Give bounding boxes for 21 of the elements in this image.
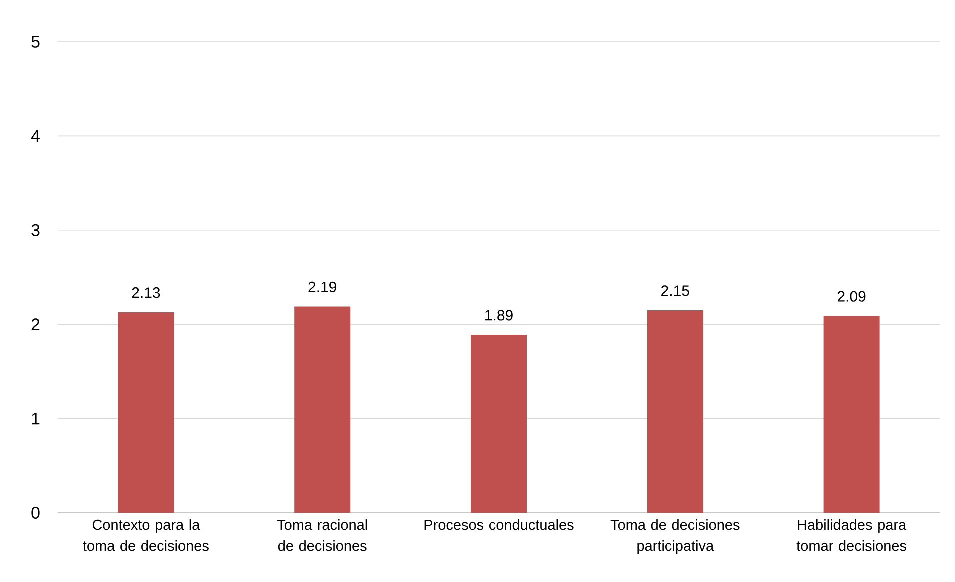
bar	[824, 316, 880, 513]
y-tick-label: 1	[32, 412, 40, 425]
bar	[647, 310, 704, 513]
y-tick-label: 5	[32, 36, 40, 48]
data-label: 2.15	[662, 286, 690, 296]
bar	[118, 312, 174, 513]
y-tick-label: 2	[32, 318, 40, 331]
data-label: 2.19	[308, 282, 336, 292]
x-tick-label: Habilidades para tomar decisiones	[796, 520, 907, 552]
y-tick-label: 4	[31, 130, 40, 142]
data-label: 1.89	[486, 310, 513, 321]
data-label: 2.09	[838, 291, 866, 302]
x-tick-label: Contexto para la toma de decisiones	[83, 520, 209, 552]
x-tick-label: Toma de decisiones participativa	[610, 520, 740, 554]
x-tick-label: Procesos conductuales	[424, 520, 574, 530]
data-label: 2.13	[132, 288, 160, 298]
y-tick-label: 0	[32, 506, 40, 520]
bar	[471, 334, 528, 513]
y-tick-label: 3	[32, 224, 40, 236]
x-tick-label: Toma racional de decisiones	[277, 520, 368, 552]
bar	[294, 306, 351, 513]
